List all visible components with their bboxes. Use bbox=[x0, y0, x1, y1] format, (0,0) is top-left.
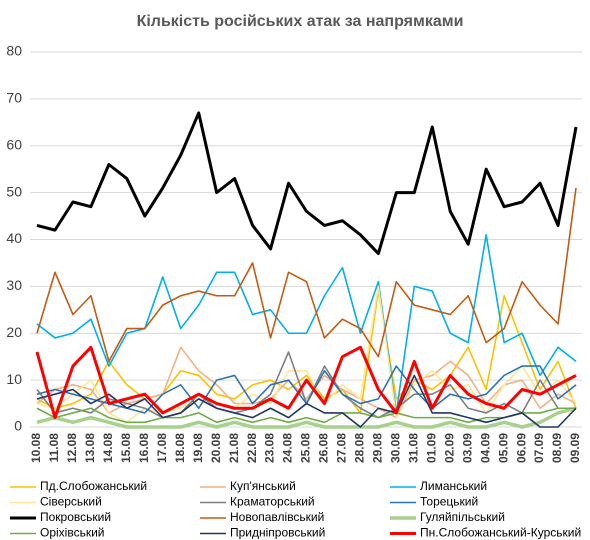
legend-label: Оріхівський bbox=[40, 526, 105, 540]
legend-label: Пд.Слобожанський bbox=[40, 479, 147, 493]
series-line bbox=[36, 407, 576, 424]
x-tick-label: 31.08 bbox=[406, 433, 420, 463]
x-tick-label: 07.09 bbox=[532, 433, 546, 463]
series-line bbox=[36, 187, 577, 363]
legend-label: Гуляйпільський bbox=[420, 510, 505, 524]
x-tick-label: 22.08 bbox=[245, 433, 259, 463]
series-line bbox=[36, 111, 578, 256]
legend-label: Покровський bbox=[40, 510, 111, 524]
series-line bbox=[36, 290, 577, 414]
x-tick-label: 04.09 bbox=[478, 433, 492, 463]
series-line bbox=[36, 374, 577, 428]
x-tick-label: 26.08 bbox=[317, 433, 331, 463]
x-tick-label: 17.08 bbox=[155, 433, 169, 463]
x-tick-label: 11.08 bbox=[47, 433, 61, 463]
x-tick-label: 08.09 bbox=[550, 433, 564, 463]
x-tick-label: 21.08 bbox=[227, 433, 241, 463]
legend-label: Сіверський bbox=[40, 495, 102, 509]
x-tick-label: 13.08 bbox=[83, 433, 97, 463]
x-tick-label: 27.08 bbox=[335, 433, 349, 463]
x-tick-label: 03.09 bbox=[460, 433, 474, 463]
x-tick-label: 23.08 bbox=[263, 433, 277, 463]
x-tick-label: 06.09 bbox=[514, 433, 528, 463]
x-tick-label: 29.08 bbox=[371, 433, 385, 463]
x-tick-label: 28.08 bbox=[353, 433, 367, 463]
y-tick-label: 80 bbox=[6, 43, 22, 59]
y-tick-label: 30 bbox=[6, 277, 22, 293]
y-tick-label: 20 bbox=[6, 324, 22, 340]
y-tick-label: 10 bbox=[6, 371, 22, 387]
y-tick-label: 40 bbox=[6, 230, 22, 246]
x-tick-label: 25.08 bbox=[299, 433, 313, 463]
x-tick-label: 19.08 bbox=[191, 433, 205, 463]
x-tick-label: 05.09 bbox=[496, 433, 510, 463]
x-tick-label: 01.09 bbox=[424, 433, 438, 463]
x-tick-label: 24.08 bbox=[281, 433, 295, 463]
y-tick-label: 70 bbox=[6, 90, 22, 106]
y-tick-label: 60 bbox=[6, 136, 22, 152]
series-line bbox=[36, 406, 577, 429]
legend-label: Пн.Слобожанський-Курський bbox=[420, 526, 581, 540]
x-tick-label: 15.08 bbox=[119, 433, 133, 463]
y-tick-label: 50 bbox=[6, 183, 22, 199]
legend-label: Новопавлівський bbox=[230, 510, 324, 524]
x-tick-label: 12.08 bbox=[65, 433, 79, 463]
x-tick-label: 10.08 bbox=[29, 433, 43, 463]
legend-label: Куп'янський bbox=[230, 479, 296, 493]
chart-title: Кількість російських атак за напрямками bbox=[137, 13, 464, 30]
x-tick-label: 20.08 bbox=[209, 433, 223, 463]
legend-label: Лиманський bbox=[420, 479, 487, 493]
x-tick-label: 09.09 bbox=[568, 433, 582, 463]
x-tick-label: 16.08 bbox=[137, 433, 151, 463]
x-tick-label: 02.09 bbox=[442, 433, 456, 463]
y-tick-label: 0 bbox=[14, 418, 22, 434]
series-line bbox=[36, 234, 577, 414]
series-line bbox=[35, 345, 577, 420]
x-tick-label: 30.08 bbox=[389, 433, 403, 463]
x-tick-label: 18.08 bbox=[173, 433, 187, 463]
legend-label: Торецький bbox=[420, 495, 478, 509]
legend-label: Краматорський bbox=[230, 495, 315, 509]
x-tick-label: 14.08 bbox=[101, 433, 115, 463]
legend-label: Придніпровський bbox=[230, 526, 325, 540]
